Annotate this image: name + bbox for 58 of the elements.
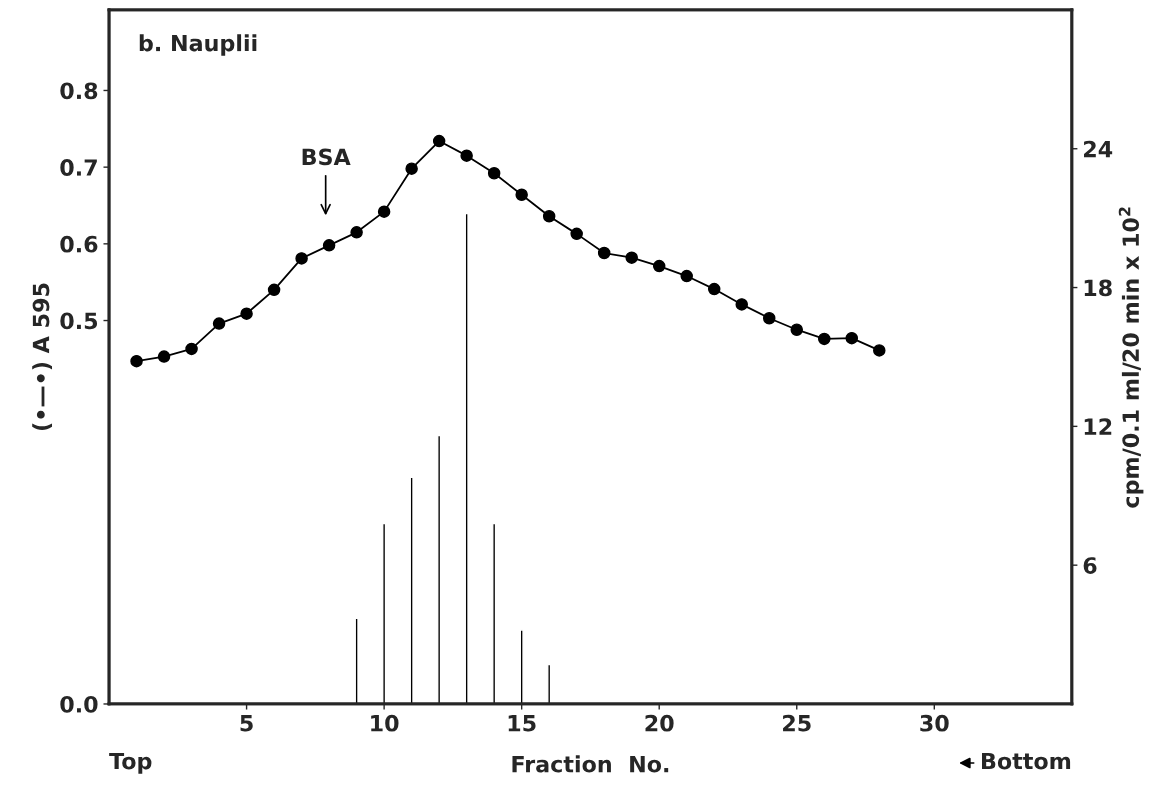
point [295,252,308,265]
text: Top [109,752,152,774]
point [873,344,886,357]
y2-tick-label: 12 [1084,418,1112,435]
point [405,162,418,175]
point [240,307,253,320]
point [625,251,638,264]
point [185,342,198,356]
x-axis-title: Fraction No. [512,755,669,773]
point [707,282,721,296]
bar [409,476,414,704]
point [157,350,171,363]
point [130,354,143,368]
point [432,134,446,148]
x-tick-label: 25 [783,714,811,732]
point [515,188,528,202]
point [377,205,391,218]
point [597,246,611,260]
point [735,298,748,311]
point [680,269,693,283]
y2-tick-label: 18 [1084,279,1112,297]
bar [464,212,469,704]
x-tick-label: 5 [240,715,253,732]
point [322,239,336,252]
y-tick-label: 0.8 [60,82,98,100]
point [570,227,583,241]
y-tick-label: 0.7 [60,159,97,176]
x-tick-label: 15 [508,715,536,732]
x-tick-label: 10 [371,714,399,732]
x-tick-label: 20 [645,714,674,732]
annotation: BSA [302,148,351,166]
point [212,317,226,330]
bar [437,434,442,704]
point [350,226,363,239]
y2-tick-label: 6 [1083,557,1097,574]
y2-axis-title: cpm/0.1 ml/20 min x 10$^{2}$ [1118,207,1144,508]
point [790,323,804,336]
x-tick-label: 30 [920,714,949,732]
bar [519,629,524,704]
point [762,311,776,325]
point [487,167,501,180]
point [652,259,666,273]
point [818,332,831,346]
point [267,283,281,297]
text: Bottom [982,752,1071,770]
y-axis-title: (•—•) A 595 [32,283,53,431]
bar [547,663,552,704]
point [542,209,556,223]
y-tick-label: 0.6 [60,235,98,253]
bar [492,522,497,704]
y2-tick-label: 24 [1084,140,1113,158]
y-tick-label: 0.5 [60,312,98,330]
y-tick-label: 0.0 [60,695,98,713]
text: b. Nauplii [139,34,257,56]
bar [354,617,359,704]
point [460,149,473,162]
point [845,331,859,345]
bar [382,522,387,704]
